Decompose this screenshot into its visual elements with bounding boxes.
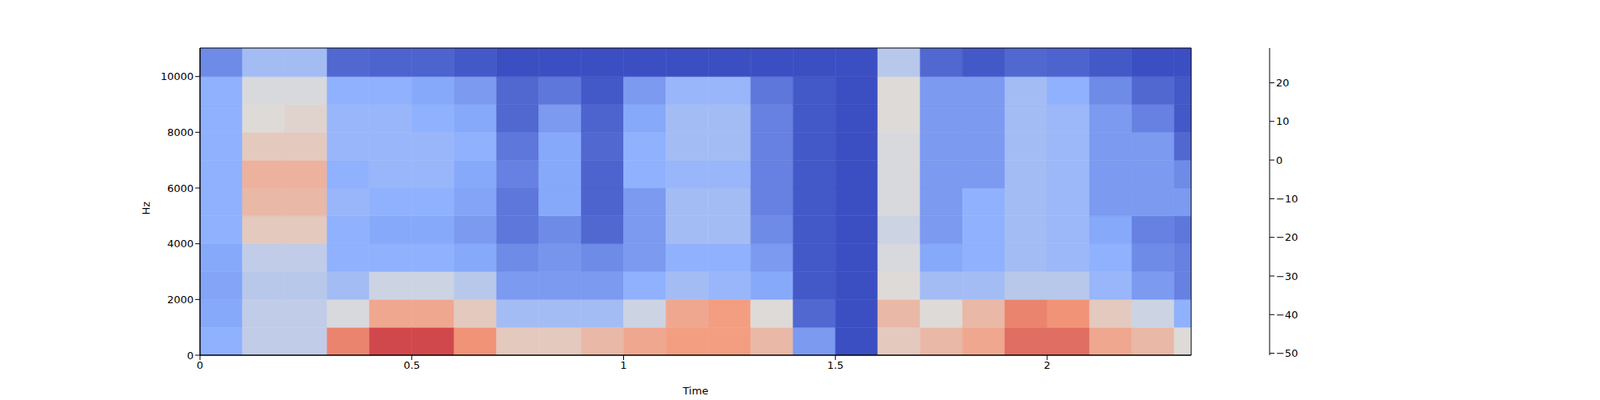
svg-text:−10: −10 xyxy=(1276,192,1298,205)
svg-text:4000: 4000 xyxy=(167,237,194,250)
svg-text:1.5: 1.5 xyxy=(827,359,844,372)
svg-text:Hz: Hz xyxy=(140,201,152,216)
svg-text:6000: 6000 xyxy=(167,182,194,195)
svg-text:−20: −20 xyxy=(1276,231,1298,244)
svg-text:0: 0 xyxy=(196,359,204,372)
svg-text:10000: 10000 xyxy=(160,70,194,83)
svg-text:2000: 2000 xyxy=(167,293,194,306)
svg-text:20: 20 xyxy=(1276,76,1290,89)
svg-text:−50: −50 xyxy=(1276,347,1298,360)
svg-text:−30: −30 xyxy=(1276,270,1298,283)
svg-text:0.5: 0.5 xyxy=(403,359,420,372)
svg-text:1: 1 xyxy=(620,359,627,372)
svg-text:−40: −40 xyxy=(1276,308,1298,321)
svg-text:Time: Time xyxy=(682,384,709,397)
svg-text:0: 0 xyxy=(187,349,194,362)
svg-text:0: 0 xyxy=(1276,154,1283,167)
svg-text:10: 10 xyxy=(1276,115,1290,128)
svg-text:8000: 8000 xyxy=(167,126,194,139)
svg-text:2: 2 xyxy=(1044,359,1051,372)
